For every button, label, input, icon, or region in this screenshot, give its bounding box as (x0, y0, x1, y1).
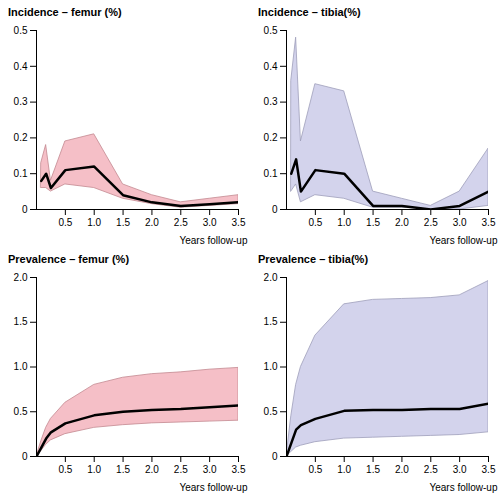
svg-text:0.4: 0.4 (14, 61, 28, 72)
html-text:Incidence – femur (%): Incidence – femur (%) (8, 6, 122, 18)
svg-text:1.5: 1.5 (264, 316, 278, 327)
svg-text:3.0: 3.0 (453, 217, 467, 228)
svg-text:0.1: 0.1 (14, 168, 28, 179)
svg-text:1.0: 1.0 (14, 361, 28, 372)
svg-text:0.2: 0.2 (264, 132, 278, 143)
svg-text:0.4: 0.4 (264, 61, 278, 72)
svg-text:0.5: 0.5 (58, 217, 72, 228)
svg-text:3.0: 3.0 (203, 464, 217, 475)
svg-text:3.5: 3.5 (482, 464, 496, 475)
svg-text:3.0: 3.0 (203, 217, 217, 228)
svg-text:Years follow-up: Years follow-up (429, 482, 497, 493)
svg-text:2.0: 2.0 (395, 217, 409, 228)
svg-text:3.5: 3.5 (232, 217, 246, 228)
svg-text:0.5: 0.5 (308, 217, 322, 228)
svg-text:1.5: 1.5 (366, 464, 380, 475)
svg-text:1.0: 1.0 (87, 217, 101, 228)
html-text:Prevalence – femur (%): Prevalence – femur (%) (8, 253, 130, 265)
svg-text:2.0: 2.0 (395, 464, 409, 475)
svg-text:2.5: 2.5 (174, 217, 188, 228)
svg-text:0.2: 0.2 (14, 132, 28, 143)
svg-text:0.5: 0.5 (14, 25, 28, 36)
svg-text:1.5: 1.5 (116, 464, 130, 475)
svg-text:1.0: 1.0 (337, 217, 351, 228)
svg-text:3.5: 3.5 (232, 464, 246, 475)
svg-text:Years follow-up: Years follow-up (179, 235, 247, 246)
svg-text:2.5: 2.5 (424, 464, 438, 475)
svg-text:Years follow-up: Years follow-up (179, 482, 247, 493)
svg-text:0.3: 0.3 (264, 96, 278, 107)
svg-text:2.0: 2.0 (145, 464, 159, 475)
svg-text:2.0: 2.0 (145, 217, 159, 228)
svg-text:0.5: 0.5 (308, 464, 322, 475)
svg-text:0.5: 0.5 (58, 464, 72, 475)
svg-text:0.5: 0.5 (264, 25, 278, 36)
svg-text:2.5: 2.5 (424, 217, 438, 228)
svg-text:0: 0 (22, 204, 28, 215)
svg-text:2.5: 2.5 (174, 464, 188, 475)
svg-text:0.5: 0.5 (264, 406, 278, 417)
svg-text:3.0: 3.0 (453, 464, 467, 475)
svg-text:2.0: 2.0 (264, 272, 278, 283)
svg-text:0.5: 0.5 (14, 406, 28, 417)
svg-text:Years follow-up: Years follow-up (429, 235, 497, 246)
svg-text:3.5: 3.5 (482, 217, 496, 228)
svg-text:0: 0 (272, 451, 278, 462)
svg-text:1.5: 1.5 (366, 217, 380, 228)
svg-text:1.0: 1.0 (337, 464, 351, 475)
svg-text:1.5: 1.5 (14, 316, 28, 327)
html-text:Prevalence – tibia(%): Prevalence – tibia(%) (258, 253, 369, 265)
svg-text:0: 0 (22, 451, 28, 462)
svg-text:2.0: 2.0 (14, 272, 28, 283)
svg-text:1.5: 1.5 (116, 217, 130, 228)
svg-text:1.0: 1.0 (264, 361, 278, 372)
html-text:Incidence – tibia(%): Incidence – tibia(%) (258, 6, 361, 18)
svg-text:0: 0 (272, 204, 278, 215)
svg-text:1.0: 1.0 (87, 464, 101, 475)
svg-text:0.1: 0.1 (264, 168, 278, 179)
svg-text:0.3: 0.3 (14, 96, 28, 107)
